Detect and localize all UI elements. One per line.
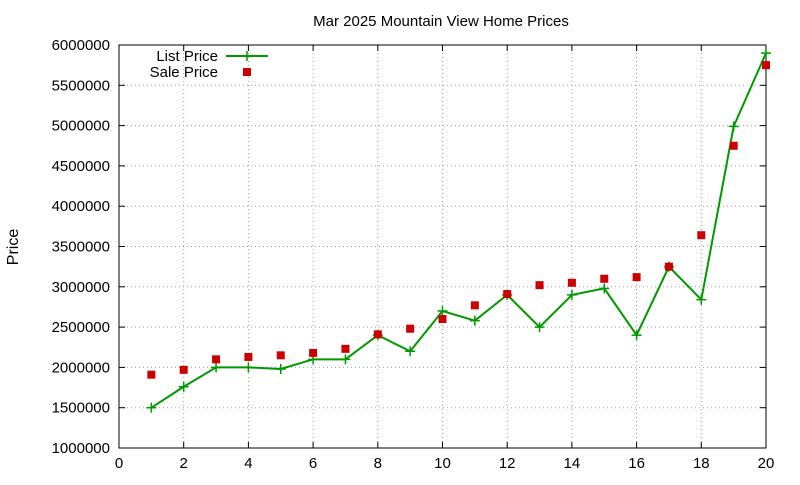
- list-price-point: [599, 283, 610, 294]
- sale-price-point: [406, 324, 415, 333]
- series-sale-price: [147, 61, 770, 379]
- sale-price-point: [567, 278, 576, 287]
- y-axis-label: Price: [5, 229, 22, 266]
- sale-price-point: [179, 365, 188, 374]
- list-price-point: [566, 289, 577, 300]
- sale-price-point: [664, 262, 673, 271]
- list-price-point: [340, 354, 351, 365]
- sale-price-point: [244, 352, 253, 361]
- y-tick-label: 6000000: [52, 37, 110, 54]
- list-price-point: [534, 322, 545, 333]
- legend-plus-swatch: [242, 51, 252, 61]
- y-tick-label: 3000000: [52, 279, 110, 296]
- x-tick-label: 14: [564, 455, 581, 472]
- x-tick-label: 18: [693, 455, 710, 472]
- sale-price-point: [697, 231, 706, 240]
- y-tick-label: 1500000: [52, 400, 110, 417]
- sale-price-point: [470, 301, 479, 310]
- x-tick-label: 6: [309, 455, 317, 472]
- sale-price-point: [762, 61, 770, 70]
- list-price-point: [469, 315, 480, 326]
- sale-price-point: [632, 273, 641, 282]
- list-price-point: [631, 330, 642, 341]
- list-price-point: [146, 402, 157, 413]
- list-price-point: [243, 362, 254, 373]
- x-tick-label: 10: [434, 455, 451, 472]
- y-tick-label: 3500000: [52, 239, 110, 256]
- sale-price-point: [535, 281, 544, 290]
- tick-labels: 0 2 4 6 8 10 12 14 16 18 20 1000000 1500000 2000000 25…: [52, 37, 775, 472]
- x-tick-label: 16: [628, 455, 645, 472]
- x-tick-label: 2: [180, 455, 188, 472]
- list-price-point: [211, 362, 222, 373]
- x-tick-label: 0: [115, 455, 123, 472]
- y-tick-label: 4500000: [52, 158, 110, 175]
- y-tick-label: 1000000: [52, 440, 110, 457]
- x-tick-label: 4: [244, 455, 252, 472]
- axes: [118, 44, 767, 449]
- sale-price-point: [276, 351, 285, 360]
- y-tick-label: 4000000: [52, 198, 110, 215]
- y-tick-label: 5000000: [52, 118, 110, 135]
- list-price-line: [150, 52, 767, 409]
- sale-price-point: [600, 274, 609, 283]
- sale-price-point: [341, 344, 350, 353]
- sale-price-point: [438, 315, 447, 324]
- chart-title: Mar 2025 Mountain View Home Prices: [313, 13, 569, 30]
- legend-label: Sale Price: [150, 64, 218, 81]
- legend-square-swatch: [243, 68, 251, 76]
- sale-price-point: [147, 370, 156, 379]
- y-tick-label: 2500000: [52, 319, 110, 336]
- legend-label: List Price: [156, 48, 218, 65]
- x-tick-label: 20: [758, 455, 775, 472]
- sale-price-point: [373, 330, 382, 339]
- sale-price-point: [503, 290, 512, 299]
- list-price-point: [178, 381, 189, 392]
- list-price-point: [728, 121, 739, 132]
- x-tick-label: 8: [374, 455, 382, 472]
- y-tick-label: 2000000: [52, 359, 110, 376]
- sale-price-point: [309, 348, 318, 357]
- sale-price-point: [729, 141, 738, 150]
- list-price-point: [437, 305, 448, 316]
- list-price-point: [405, 346, 416, 357]
- y-tick-label: 5500000: [52, 77, 110, 94]
- list-price-point: [761, 48, 771, 59]
- grid-lines: [119, 45, 766, 448]
- series-list-price: [146, 48, 771, 413]
- list-price-point: [275, 364, 286, 375]
- sale-price-point: [212, 355, 221, 364]
- series-layer: [146, 48, 771, 413]
- list-price-point: [696, 294, 707, 305]
- x-tick-label: 12: [499, 455, 516, 472]
